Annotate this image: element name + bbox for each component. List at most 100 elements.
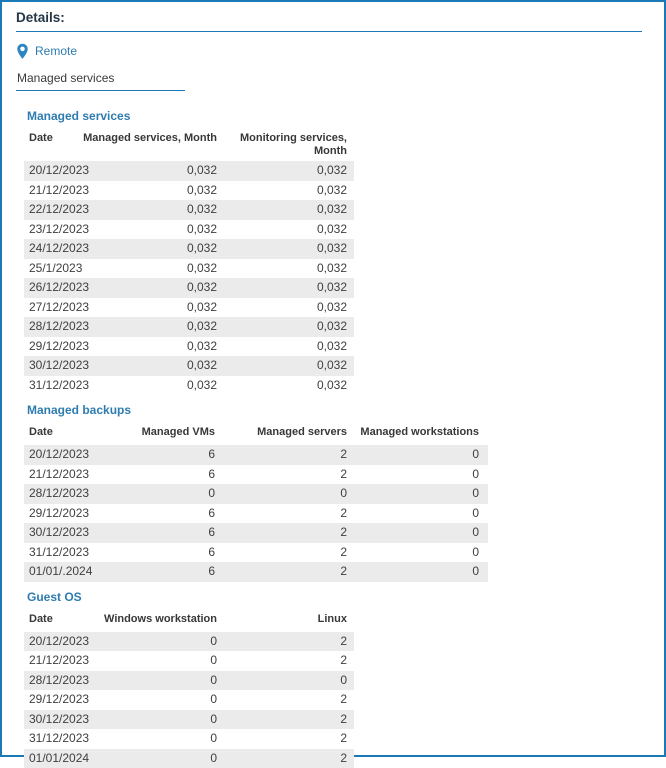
cell-value: 0,032 <box>187 278 217 298</box>
table-section-managed-services: Managed services Date Managed services, Mo… <box>14 109 652 395</box>
cell-value: 0 <box>210 729 217 749</box>
cell-value: 2 <box>340 690 347 710</box>
cell-value: 6 <box>208 465 215 485</box>
table-title-managed-services: Managed services <box>27 109 652 123</box>
cell-value: 0 <box>472 504 479 524</box>
cell-date: 30/12/2023 <box>29 356 89 376</box>
cell-value: 2 <box>340 651 347 671</box>
cell-value: 0,032 <box>317 181 347 201</box>
column-header-windows-workstation: Windows workstation <box>104 613 217 626</box>
cell-value: 6 <box>208 562 215 582</box>
details-divider <box>16 31 642 32</box>
cell-date: 01/01/2024 <box>29 749 89 768</box>
cell-date: 22/12/2023 <box>29 200 89 220</box>
cell-date: 20/12/2023 <box>29 161 89 181</box>
cell-value: 0,032 <box>187 356 217 376</box>
cell-date: 21/12/2023 <box>29 465 89 485</box>
location-label: Remote <box>35 44 77 58</box>
cell-value: 2 <box>340 562 347 582</box>
cell-date: 20/12/2023 <box>29 632 89 652</box>
column-header-managed-vms: Managed VMs <box>142 426 215 439</box>
cell-value: 2 <box>340 445 347 465</box>
cell-value: 0 <box>210 710 217 730</box>
cell-value: 0,032 <box>187 337 217 357</box>
cell-date: 31/12/2023 <box>29 376 89 396</box>
cell-value: 0,032 <box>187 259 217 279</box>
cell-date: 20/12/2023 <box>29 445 89 465</box>
cell-date: 27/12/2023 <box>29 298 89 318</box>
cell-value: 0,032 <box>187 298 217 318</box>
cell-value: 0,032 <box>187 220 217 240</box>
cell-value: 2 <box>340 749 347 768</box>
cell-date: 31/12/2023 <box>29 543 89 563</box>
column-header-monitoring-services-month: Monitoring services, Month <box>227 132 347 158</box>
cell-value: 6 <box>208 543 215 563</box>
cell-date: 30/12/2023 <box>29 710 89 730</box>
cell-value: 0 <box>208 484 215 504</box>
cell-value: 2 <box>340 523 347 543</box>
table-row: 29/12/2023 0 2 <box>24 690 354 710</box>
service-filter-input[interactable] <box>16 68 185 91</box>
column-header-managed-servers: Managed servers <box>257 426 347 439</box>
table-row: 28/12/2023 0 0 <box>24 671 354 691</box>
column-header-managed-services-month: Managed services, Month <box>83 132 217 145</box>
cell-value: 0,032 <box>187 161 217 181</box>
cell-value: 0,032 <box>317 317 347 337</box>
column-header-linux: Linux <box>318 613 347 626</box>
table-row: 28/12/2023 0,032 0,032 <box>24 317 354 337</box>
cell-value: 0 <box>210 671 217 691</box>
cell-value: 0 <box>340 671 347 691</box>
cell-date: 28/12/2023 <box>29 671 89 691</box>
cell-value: 2 <box>340 729 347 749</box>
table-row: 27/12/2023 0,032 0,032 <box>24 298 354 318</box>
cell-value: 0,032 <box>187 317 217 337</box>
cell-date: 26/12/2023 <box>29 278 89 298</box>
table-title-managed-backups: Managed backups <box>27 403 652 417</box>
cell-value: 0 <box>210 651 217 671</box>
cell-value: 0,032 <box>317 220 347 240</box>
column-header-managed-workstations: Managed workstations <box>360 426 479 439</box>
cell-date: 24/12/2023 <box>29 239 89 259</box>
cell-value: 0 <box>472 543 479 563</box>
cell-value: 0 <box>472 523 479 543</box>
location-link[interactable]: Remote <box>16 42 652 60</box>
table-row: 21/12/2023 0,032 0,032 <box>24 181 354 201</box>
cell-date: 29/12/2023 <box>29 504 89 524</box>
cell-value: 0 <box>210 632 217 652</box>
cell-date: 28/12/2023 <box>29 317 89 337</box>
cell-value: 0,032 <box>187 376 217 396</box>
column-header-date: Date <box>29 613 53 626</box>
table-header-row: Date Managed services, Month Monitoring se… <box>24 129 354 159</box>
column-header-date: Date <box>29 132 53 145</box>
tables-container: Managed services Date Managed services, Mo… <box>14 109 652 768</box>
cell-value: 0,032 <box>317 298 347 318</box>
cell-value: 0,032 <box>187 181 217 201</box>
cell-date: 30/12/2023 <box>29 523 89 543</box>
cell-value: 0,032 <box>317 200 347 220</box>
cell-date: 21/12/2023 <box>29 181 89 201</box>
cell-value: 0 <box>210 690 217 710</box>
cell-value: 0 <box>472 484 479 504</box>
cell-date: 29/12/2023 <box>29 690 89 710</box>
